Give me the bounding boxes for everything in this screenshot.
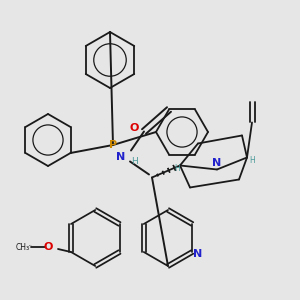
Text: H: H bbox=[249, 156, 255, 165]
Text: N: N bbox=[212, 158, 222, 169]
Text: H: H bbox=[174, 164, 180, 173]
Text: P: P bbox=[109, 140, 117, 150]
Text: O: O bbox=[129, 124, 139, 134]
Text: N: N bbox=[193, 249, 202, 259]
Text: O: O bbox=[43, 242, 53, 252]
Text: N: N bbox=[116, 152, 126, 163]
Text: H: H bbox=[132, 157, 138, 166]
Text: meth: meth bbox=[29, 244, 33, 246]
Text: CH₃: CH₃ bbox=[16, 242, 30, 251]
